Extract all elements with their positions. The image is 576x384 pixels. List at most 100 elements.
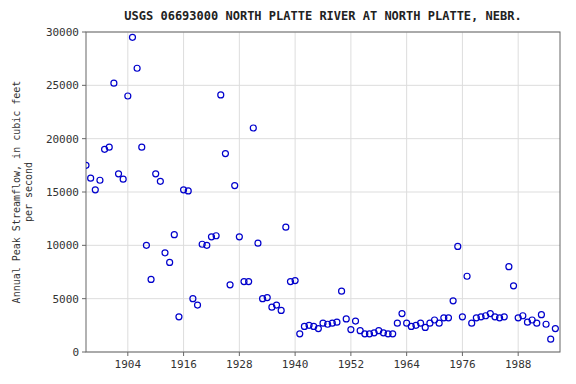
- point: [459, 314, 465, 320]
- plot-background: [86, 32, 560, 352]
- tick-label-y: 0: [72, 346, 79, 359]
- point: [134, 65, 140, 71]
- point: [278, 307, 284, 313]
- grid-line-y: [86, 298, 560, 299]
- tick-x: [295, 352, 296, 356]
- tick-y: [82, 352, 86, 353]
- point: [255, 240, 261, 246]
- point: [538, 312, 544, 318]
- point: [86, 162, 89, 168]
- point: [511, 283, 517, 289]
- point: [88, 175, 94, 181]
- point: [167, 259, 173, 265]
- tick-label-x: 1916: [170, 358, 197, 371]
- point: [348, 327, 354, 333]
- point: [97, 177, 103, 183]
- point: [204, 242, 210, 248]
- chart: 1904191619281940195219641976198805000100…: [0, 0, 576, 384]
- tick-y: [82, 85, 86, 86]
- point: [111, 80, 117, 86]
- tick-label-y: 20000: [46, 133, 79, 146]
- point: [455, 243, 461, 249]
- point: [218, 92, 224, 98]
- tick-label-x: 1964: [393, 358, 420, 371]
- point: [399, 311, 405, 317]
- tick-label-x: 1952: [338, 358, 365, 371]
- point: [343, 316, 349, 322]
- point: [227, 282, 233, 288]
- tick-y: [82, 138, 86, 139]
- tick-label-x: 1988: [505, 358, 532, 371]
- point: [501, 314, 507, 320]
- tick-label-y: 15000: [46, 186, 79, 199]
- point: [222, 151, 228, 157]
- point: [153, 171, 159, 177]
- grid-line-y: [86, 245, 560, 246]
- point: [506, 264, 512, 270]
- tick-label-y: 5000: [53, 293, 80, 306]
- point: [246, 279, 252, 285]
- point: [143, 242, 149, 248]
- tick-label-y: 25000: [46, 79, 79, 92]
- point: [445, 315, 451, 321]
- tick-x: [406, 352, 407, 356]
- point: [120, 176, 126, 182]
- tick-x: [183, 352, 184, 356]
- point: [195, 302, 201, 308]
- tick-y: [82, 192, 86, 193]
- point: [232, 183, 238, 189]
- point: [125, 93, 131, 99]
- point: [250, 125, 256, 131]
- tick-y: [82, 32, 86, 33]
- point: [116, 171, 122, 177]
- point: [171, 232, 177, 238]
- point: [213, 233, 219, 239]
- tick-y: [82, 298, 86, 299]
- title: USGS 06693000 NORTH PLATTE RIVER AT NORT…: [124, 9, 521, 23]
- point: [92, 187, 98, 193]
- point: [520, 313, 526, 319]
- point: [436, 320, 442, 326]
- point: [394, 320, 400, 326]
- point: [390, 331, 396, 337]
- tick-x: [350, 352, 351, 356]
- point: [190, 296, 196, 302]
- point: [315, 326, 321, 332]
- point: [157, 178, 163, 184]
- point: [353, 318, 359, 324]
- point: [176, 314, 182, 320]
- point: [162, 250, 168, 256]
- point: [129, 34, 135, 40]
- point: [297, 331, 303, 337]
- point: [185, 188, 191, 194]
- tick-label-x: 1976: [449, 358, 476, 371]
- grid-line-y: [86, 138, 560, 139]
- tick-label-x: 1928: [226, 358, 253, 371]
- point: [139, 144, 145, 150]
- tick-y: [82, 245, 86, 246]
- grid-line-y: [86, 85, 560, 86]
- grid-line-y: [86, 192, 560, 193]
- point: [283, 224, 289, 230]
- point: [552, 326, 558, 332]
- grid: [86, 32, 560, 352]
- point: [148, 276, 154, 282]
- tick-x: [518, 352, 519, 356]
- tick-x: [127, 352, 128, 356]
- point: [450, 298, 456, 304]
- tick-label-x: 1940: [282, 358, 309, 371]
- point: [292, 278, 298, 284]
- point: [534, 320, 540, 326]
- y-axis-label: Annual Peak Streamflow, in cubic feetper…: [11, 81, 34, 304]
- point: [548, 336, 554, 342]
- tick-x: [462, 352, 463, 356]
- tick-label-x: 1904: [115, 358, 142, 371]
- point: [236, 234, 242, 240]
- axes: 1904191619281940195219641976198805000100…: [46, 26, 560, 371]
- point: [106, 144, 112, 150]
- point: [469, 320, 475, 326]
- point: [464, 273, 470, 279]
- point: [274, 302, 280, 308]
- tick-x: [239, 352, 240, 356]
- tick-label-y: 30000: [46, 26, 79, 39]
